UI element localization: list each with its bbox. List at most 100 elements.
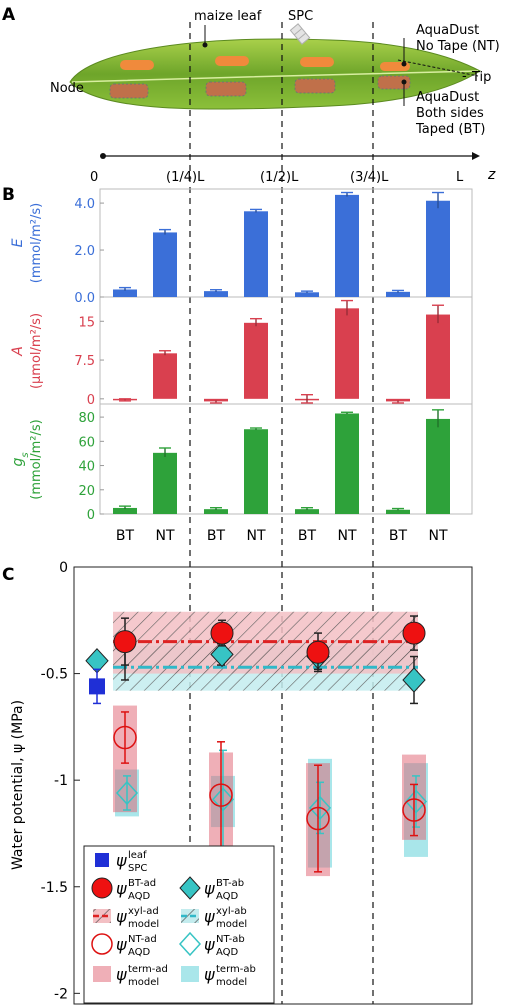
nt-ab-point: [308, 795, 332, 820]
bt-patch: [205, 81, 247, 97]
legend-swatch: [178, 931, 202, 957]
error-bar: [250, 427, 262, 432]
z-tick-L: L: [456, 170, 464, 185]
bt-ad-point: [210, 621, 234, 645]
error-bar: [210, 289, 222, 294]
bar: [204, 509, 228, 514]
ytick-label: 0: [59, 560, 68, 576]
bar: [295, 509, 319, 514]
ytick-label: -1: [54, 773, 68, 789]
bar: [426, 200, 450, 297]
error-bar: [159, 447, 171, 459]
bar: [386, 509, 410, 514]
legend-symbol: ψ: [204, 907, 215, 926]
bar: [295, 292, 319, 297]
bt-label-line2: Both sides: [416, 106, 484, 121]
nt-ad-error: [121, 711, 129, 764]
panel-a: A SPC maize leaf Node Tip - AquaDust No …: [2, 5, 500, 185]
ylabel-var: A: [10, 346, 26, 357]
legend-symbol: ψ: [204, 965, 215, 984]
nt-ad-error: [314, 764, 322, 873]
legend-sup: NT-ad: [128, 934, 157, 945]
legend-swatch: [181, 966, 199, 982]
legend-sub: SPC: [128, 863, 147, 874]
bt-patch: [377, 75, 411, 90]
ytick-label: 0: [87, 508, 95, 523]
nt-label-line2: No Tape (NT): [416, 39, 500, 54]
legend-symbol: ψ: [116, 935, 127, 954]
error-bar: [301, 290, 313, 295]
nt-ab-point: [404, 789, 428, 814]
nt-ad-point: [209, 783, 233, 807]
tip-label: Tip: [471, 70, 491, 85]
error-bar: [341, 191, 353, 198]
legend-sub: model: [216, 919, 247, 930]
section-lines: [189, 22, 374, 1004]
bt-ad-point: [402, 621, 426, 645]
legend-sup: leaf: [128, 850, 147, 861]
bar: [335, 194, 359, 297]
ylabel-unit: (mmol/m²/s): [29, 419, 44, 499]
error-bar: [432, 409, 444, 429]
bar: [153, 353, 177, 399]
tip-pointer: [397, 59, 479, 77]
ytick-label: 4.0: [74, 197, 95, 212]
ytick-label: 0.0: [74, 291, 95, 306]
error-bar: [250, 317, 262, 328]
xtick-label: NT: [337, 528, 356, 544]
ylabel-var: gs: [10, 452, 31, 466]
panel-b-label: B: [2, 185, 15, 205]
error-bar: [119, 398, 131, 402]
bar: [113, 507, 137, 514]
bar: [244, 429, 268, 514]
spc-leaf-point: [89, 678, 105, 695]
bar: [113, 289, 137, 297]
legend-symbol: ψ: [116, 879, 127, 898]
bar: [244, 211, 268, 297]
error-bar: [210, 399, 222, 404]
nt-ab-point: [115, 780, 139, 806]
error-bar: [250, 208, 262, 214]
legend-sub: model: [128, 977, 159, 988]
legend-symbol: ψ: [116, 907, 127, 926]
legend-swatch: [91, 877, 113, 899]
legend-sub: AQD: [216, 947, 239, 958]
error-bar: [341, 411, 353, 416]
error-bar: [159, 350, 171, 357]
ylabel-unit: (mmol/m²/s): [29, 203, 44, 283]
error-bar: [119, 286, 131, 293]
xtick-label: NT: [428, 528, 447, 544]
z-axis-var: z: [487, 167, 496, 183]
ytick-label: 15: [78, 315, 95, 330]
ytick-label: 0: [87, 393, 95, 408]
panel-c-label: C: [2, 565, 14, 585]
legend-sub: AQD: [128, 891, 151, 902]
legend-sup: NT-ab: [216, 934, 245, 945]
bt-label-line1: AquaDust: [416, 90, 479, 105]
xtick-label: NT: [155, 528, 174, 544]
legend-sub: model: [128, 919, 159, 930]
legend-swatch: [91, 933, 113, 955]
panel-c-ylabel: Water potential, ψ (MPa): [10, 700, 26, 870]
bar: [386, 291, 410, 297]
nt-ad-point: [402, 798, 426, 822]
nt-pointer-dot: [401, 61, 407, 67]
legend-sup: xyl-ad: [128, 906, 159, 917]
legend-symbol: ψ: [116, 965, 127, 984]
panel-a-label: A: [2, 5, 16, 25]
bar: [244, 322, 268, 399]
error-bar: [432, 191, 444, 210]
legend-sup: BT-ad: [128, 878, 156, 889]
ytick-label: 80: [78, 411, 95, 426]
ytick-label: -0.5: [41, 667, 68, 683]
bar: [153, 452, 177, 514]
bt-ad-point: [306, 640, 330, 664]
z-axis-origin: [100, 153, 106, 159]
xtick-label: BT: [298, 528, 317, 544]
leaf-pointer-dot: [202, 42, 208, 48]
legend-sub: AQD: [128, 947, 151, 958]
legend-sup: term-ad: [128, 964, 168, 975]
ytick-label: 2.0: [74, 244, 95, 259]
